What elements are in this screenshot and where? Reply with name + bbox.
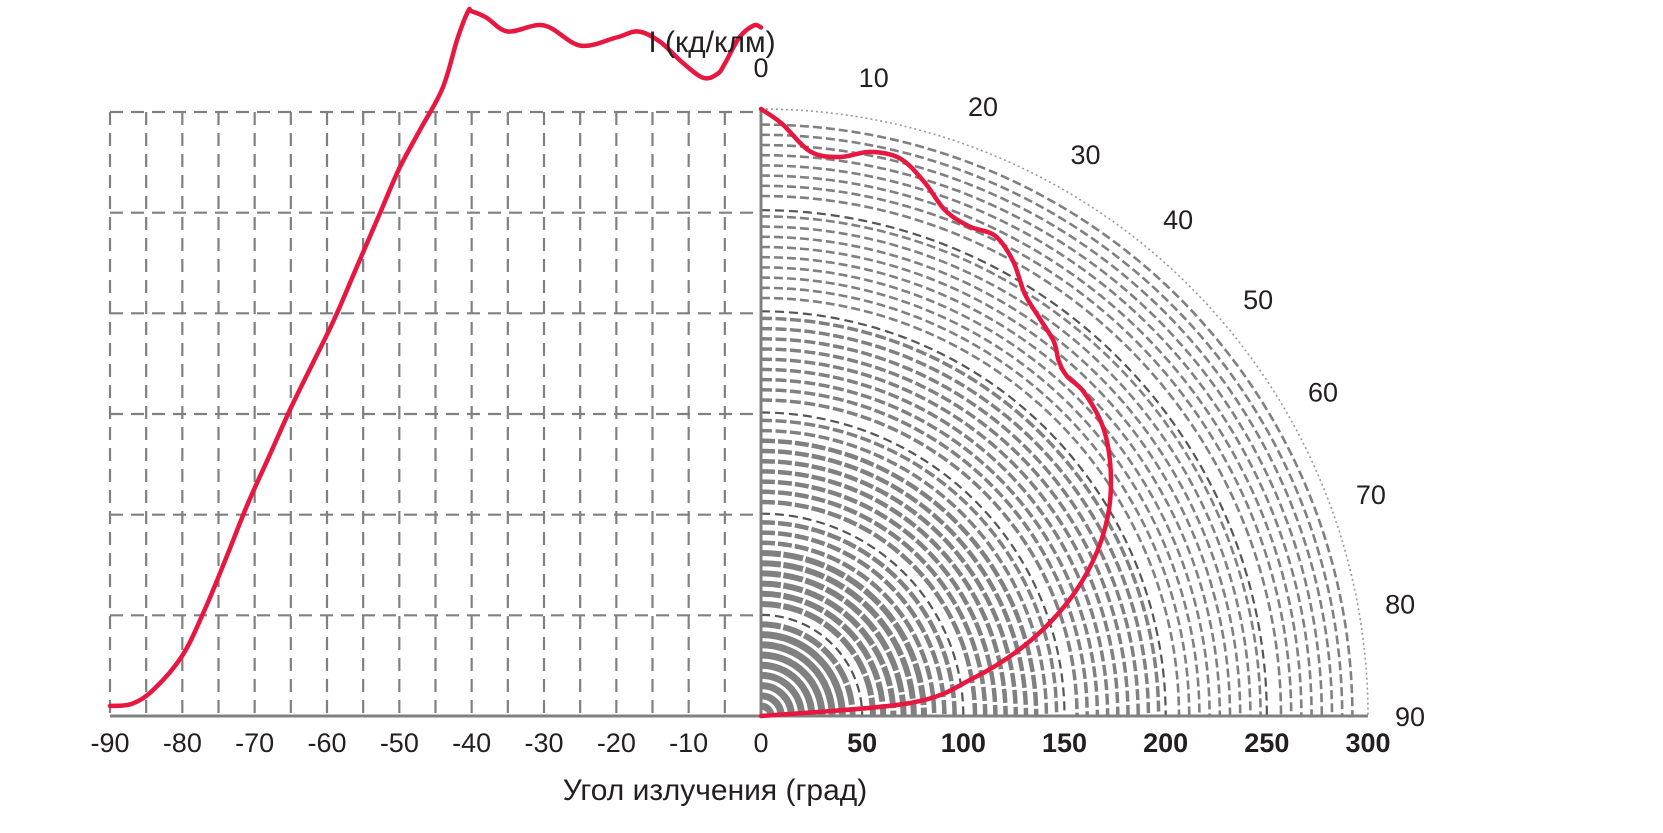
- polar-grid-arc: [760, 418, 1059, 717]
- polar-grid-arc: [760, 560, 917, 717]
- polar-grid-arc: [760, 631, 846, 717]
- polar-grid-arc: [760, 682, 795, 717]
- polar-grid-arc: [760, 357, 1120, 717]
- polar-grid-arc: [760, 337, 1140, 717]
- polar-grid-arc: [760, 448, 1029, 717]
- angle-tick-label: 10: [859, 63, 889, 93]
- y-axis-title: I (кд/клм): [648, 26, 775, 59]
- x-tick-label: -80: [163, 728, 202, 758]
- polar-grid-arc: [760, 326, 1151, 717]
- x-tick-label: -20: [597, 728, 636, 758]
- polar-outer-arc: [760, 108, 1369, 717]
- r-tick-label: 100: [941, 728, 986, 758]
- polar-major-arc: [760, 411, 1066, 717]
- angle-tick-label: 70: [1356, 480, 1386, 510]
- polar-grid-arc: [760, 651, 826, 717]
- angle-tick-label: 80: [1385, 589, 1415, 619]
- x-tick-label: -40: [452, 728, 491, 758]
- polar-grid-arc: [760, 225, 1252, 717]
- polar-grid-arc: [760, 520, 957, 717]
- angle-tick-label: 50: [1243, 285, 1273, 315]
- polar-grid-arc: [760, 570, 907, 717]
- polar-grid-arc: [760, 255, 1222, 717]
- polar-grid-arc: [760, 601, 876, 717]
- series-layer: [107, 6, 1114, 719]
- polar-grid-arc: [760, 388, 1089, 717]
- angle-tick-label: 30: [1070, 140, 1100, 170]
- series-line-polar: [758, 106, 1114, 719]
- polar-grid-arc: [760, 428, 1049, 717]
- polar-grid-arc: [760, 398, 1079, 717]
- r-tick-label: 50: [847, 728, 877, 758]
- x-tick-label: -50: [380, 728, 419, 758]
- polar-grid-arc: [760, 174, 1303, 717]
- polar-grid-arc: [760, 184, 1293, 717]
- polar-grid-arc: [760, 123, 1354, 717]
- polar-grid-arc: [760, 194, 1283, 717]
- polar-grid-arc: [760, 164, 1313, 717]
- x-tick-label: -30: [524, 728, 563, 758]
- polar-grid-arc: [760, 266, 1211, 717]
- grid: [108, 108, 1369, 718]
- polar-grid-arc: [760, 641, 836, 717]
- r-tick-label: 300: [1345, 728, 1390, 758]
- x-tick-label: -70: [235, 728, 274, 758]
- polar-grid-arc: [760, 530, 947, 717]
- polar-grid-arc: [760, 316, 1161, 717]
- polar-grid-arc: [760, 133, 1344, 717]
- polar-major-arc: [760, 613, 864, 717]
- polar-grid-arc: [760, 143, 1334, 717]
- polar-grid-arc: [760, 479, 998, 717]
- r-tick-label: 250: [1244, 728, 1289, 758]
- polar-grid-arc: [760, 540, 937, 717]
- polar-grid-arc: [760, 621, 856, 717]
- polar-grid-arc: [760, 550, 927, 717]
- polar-grid-arc: [760, 438, 1039, 717]
- polar-grid-arc: [760, 245, 1232, 717]
- tick-labels: -90 -80 -70 -60 -50 -40 -30 -20 -10 0 50 100 150 200 2…: [90, 53, 1425, 758]
- polar-grid-arc: [760, 661, 816, 717]
- polar-grid-arc: [760, 235, 1242, 717]
- polar-grid-arc: [760, 590, 887, 717]
- polar-grid-arc: [760, 276, 1201, 717]
- angle-tick-label: 40: [1163, 205, 1193, 235]
- polar-grid-arc: [760, 671, 806, 717]
- x-tick-label: -10: [669, 728, 708, 758]
- polar-major-arc: [760, 310, 1167, 717]
- angle-tick-label: 0: [753, 53, 768, 83]
- x-tick-label: -90: [90, 728, 129, 758]
- x-tick-label: 0: [753, 728, 768, 758]
- polar-grid-arc: [760, 215, 1262, 717]
- polar-grid-arc: [760, 580, 897, 717]
- polar-major-arc: [760, 209, 1268, 717]
- r-tick-label: 150: [1042, 728, 1087, 758]
- angle-tick-label: 20: [968, 92, 998, 122]
- x-tick-label: -60: [307, 728, 346, 758]
- angle-tick-label: 90: [1395, 702, 1425, 732]
- polar-grid-arc: [760, 367, 1110, 717]
- r-tick-label: 200: [1143, 728, 1188, 758]
- polar-grid-arc: [760, 153, 1324, 717]
- axes: [110, 110, 1368, 718]
- polar-grid-arc: [760, 296, 1181, 717]
- polar-grid-arc: [760, 489, 988, 717]
- series-line-cartesian: [107, 6, 764, 709]
- polar-major-arc: [760, 512, 965, 717]
- polar-grid-arc: [760, 377, 1100, 717]
- x-axis-title: Угол излучения (град): [563, 774, 868, 807]
- angle-tick-label: 60: [1308, 378, 1338, 408]
